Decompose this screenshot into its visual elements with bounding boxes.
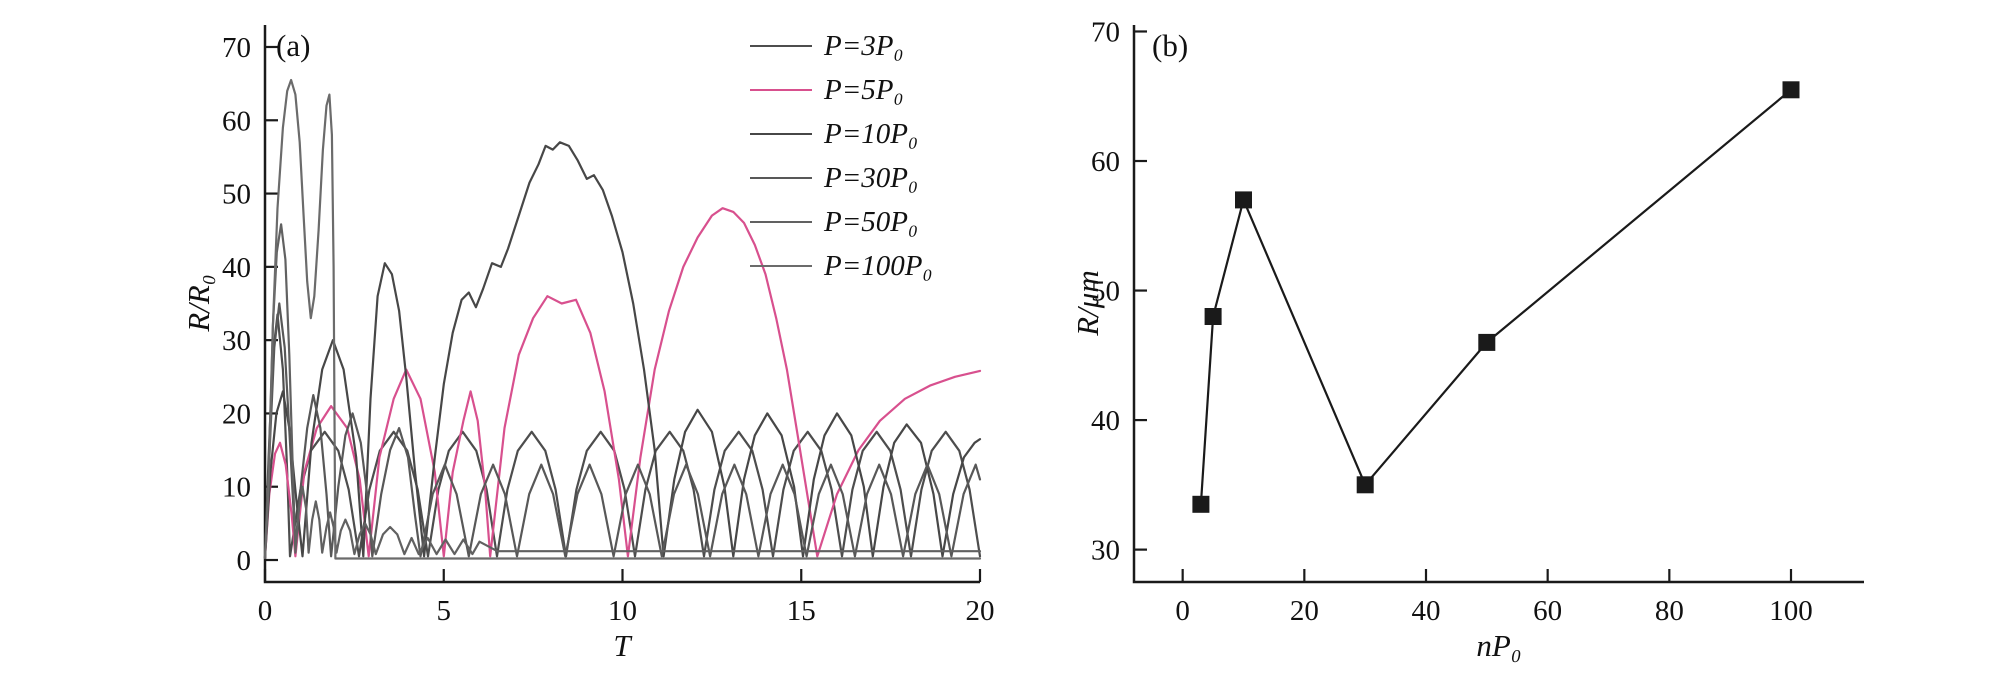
y-tick-label: 10 xyxy=(222,472,251,504)
chart-b-x-axis-label: nP₀ xyxy=(1476,628,1522,663)
x-tick-label: 20 xyxy=(966,595,995,627)
y-tick-label: 40 xyxy=(222,252,251,284)
legend-line-swatch xyxy=(750,221,812,223)
x-tick-label: 0 xyxy=(1175,595,1190,627)
panel-a: 0 5 10 15 20 0 10 20 30 40 50 60 70 (a) R/R₀ T P=3P₀… xyxy=(181,24,995,663)
x-tick-label: 40 xyxy=(1412,595,1441,627)
x-tick-label: 0 xyxy=(258,595,273,627)
x-tick-label: 10 xyxy=(608,595,637,627)
series-line xyxy=(263,313,982,559)
y-tick-label: 60 xyxy=(222,105,251,137)
legend-line-swatch xyxy=(750,177,812,179)
y-tick-label: 70 xyxy=(1091,16,1120,48)
legend-label: P=5P₀ xyxy=(824,73,904,106)
series-line xyxy=(263,302,982,559)
series-line xyxy=(263,141,982,559)
x-tick-label: 100 xyxy=(1769,595,1813,627)
series-line xyxy=(263,78,982,560)
axes xyxy=(1132,25,1864,584)
legend-item: P=5P₀ xyxy=(750,68,933,112)
chart-a-x-axis-label: T xyxy=(613,628,631,663)
panel-a-label: (a) xyxy=(276,28,311,63)
series-line xyxy=(263,207,982,559)
data-point-marker xyxy=(1478,333,1496,351)
chart-b-canvas: 0 20 40 60 80 100 30 40 50 60 70 xyxy=(1091,16,1864,627)
y-tick-label: 30 xyxy=(1091,535,1120,567)
y-tick-label: 60 xyxy=(1091,146,1120,178)
y-tick-label: 40 xyxy=(1091,405,1120,437)
legend-line-swatch xyxy=(750,89,812,91)
legend-label: P=30P₀ xyxy=(824,161,919,194)
x-tick-label: 80 xyxy=(1655,595,1684,627)
y-tick-label: 50 xyxy=(222,179,251,211)
y-tick-label: 50 xyxy=(1091,276,1120,308)
chart-a-y-axis-label: R/R₀ xyxy=(181,274,216,332)
legend-line-swatch xyxy=(750,45,812,47)
panel-b-label: (b) xyxy=(1152,28,1189,63)
chart-a-legend: P=3P₀ P=5P₀ P=10P₀ P=30P₀ P=50P₀ P=100P₀ xyxy=(750,24,933,288)
x-tick-label: 15 xyxy=(787,595,816,627)
legend-line-swatch xyxy=(750,133,812,135)
legend-line-swatch xyxy=(750,265,812,267)
data-point-marker xyxy=(1356,476,1374,494)
y-tick-label: 0 xyxy=(237,545,252,577)
legend-label: P=3P₀ xyxy=(824,29,904,62)
y-tick-label: 20 xyxy=(222,398,251,430)
panel-b: 0 20 40 60 80 100 30 40 50 60 70 (b) R/μm nP₀ xyxy=(1004,0,2008,696)
chart-a-canvas: 0 5 10 15 20 0 10 20 30 40 50 60 70 xyxy=(222,25,995,627)
legend-label: P=100P₀ xyxy=(824,249,933,282)
data-point-marker xyxy=(1192,495,1210,513)
legend-item: P=10P₀ xyxy=(750,112,933,156)
series-line xyxy=(1199,88,1793,506)
legend-item: P=50P₀ xyxy=(750,200,933,244)
legend-item: P=3P₀ xyxy=(750,24,933,68)
series-line xyxy=(263,223,982,559)
data-point-marker xyxy=(1204,308,1222,325)
x-tick-label: 60 xyxy=(1533,595,1562,627)
legend-item: P=30P₀ xyxy=(750,156,933,200)
legend-item: P=100P₀ xyxy=(750,244,933,288)
y-tick-label: 70 xyxy=(222,32,251,64)
x-tick-label: 20 xyxy=(1290,595,1319,627)
chart-b-y-axis-label: R/μm xyxy=(1070,270,1105,336)
data-point-marker xyxy=(1235,191,1252,209)
legend-label: P=10P₀ xyxy=(824,117,919,150)
legend-label: P=50P₀ xyxy=(824,205,919,238)
y-tick-label: 30 xyxy=(222,325,251,357)
data-point-marker xyxy=(1782,81,1800,99)
x-tick-label: 5 xyxy=(437,595,452,627)
